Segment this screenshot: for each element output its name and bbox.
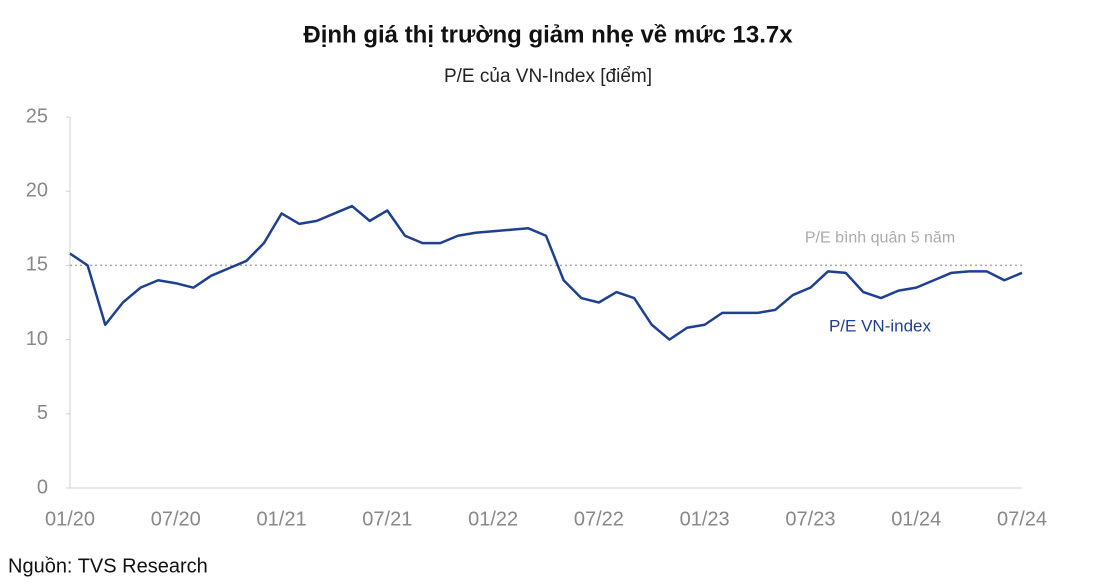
y-tick-label: 20 <box>26 179 48 201</box>
x-tick-label: 01/23 <box>680 508 730 530</box>
y-tick-label: 0 <box>37 476 48 498</box>
y-tick-label: 15 <box>26 254 48 276</box>
reference-label: P/E bình quân 5 năm <box>805 230 955 247</box>
chart-title: Định giá thị trường giảm nhẹ về mức 13.7… <box>303 21 793 48</box>
x-tick-label: 07/24 <box>997 508 1047 530</box>
x-tick-label: 07/21 <box>362 508 412 530</box>
y-tick-label: 5 <box>37 402 48 424</box>
data-line <box>69 204 1023 341</box>
x-tick-label: 01/21 <box>257 508 307 530</box>
y-tick-label: 25 <box>26 105 48 127</box>
x-tick-label: 01/22 <box>468 508 518 530</box>
x-tick-label: 01/20 <box>45 508 95 530</box>
x-tick-label: 07/20 <box>151 508 201 530</box>
chart-subtitle: P/E của VN-Index [điểm] <box>444 66 652 87</box>
x-tick-label: 07/22 <box>574 508 624 530</box>
x-tick-label: 01/24 <box>891 508 941 530</box>
source-note: Nguồn: TVS Research <box>8 555 208 577</box>
series-label: P/E VN-index <box>829 316 932 335</box>
x-tick-label: 07/23 <box>785 508 835 530</box>
y-tick-label: 10 <box>26 328 48 350</box>
